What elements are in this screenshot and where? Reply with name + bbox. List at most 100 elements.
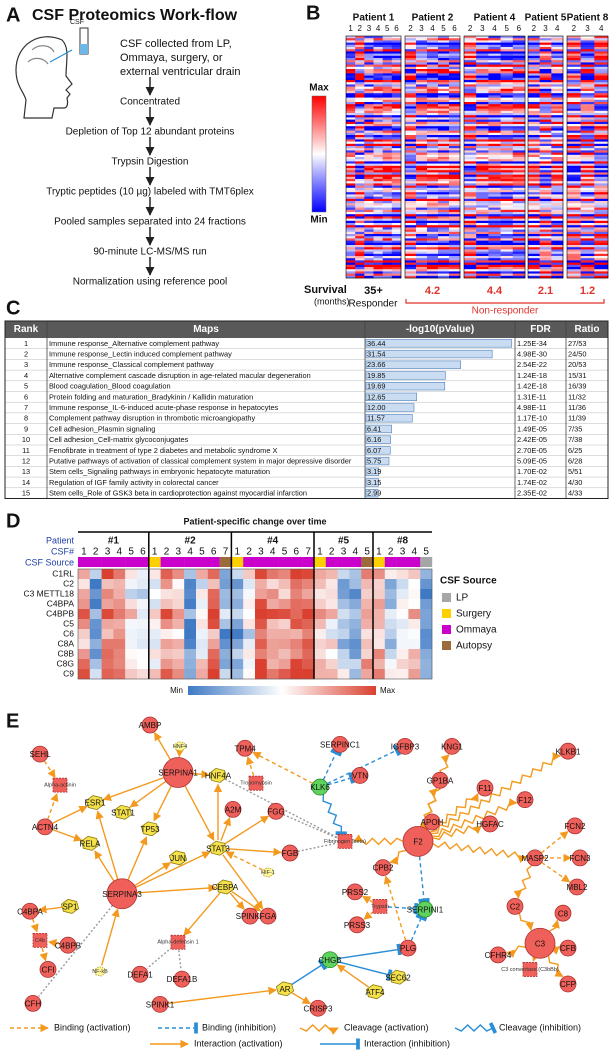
gene-label: C5 <box>63 618 74 628</box>
heatmap-cell <box>89 569 102 580</box>
heatmap-cell <box>405 152 417 156</box>
heatmap-cell <box>438 253 450 257</box>
heatmap-cell <box>373 110 383 114</box>
heatmap-cell <box>551 264 564 268</box>
heatmap-cell <box>355 238 365 241</box>
heatmap-cell <box>500 218 514 222</box>
sample-label: 4 <box>117 547 123 558</box>
heatmap-cell <box>488 126 501 129</box>
heatmap-cell <box>408 589 421 600</box>
heatmap-cell <box>594 40 609 43</box>
heatmap-cell <box>391 97 402 101</box>
heatmap-cell <box>594 137 609 140</box>
heatmap-cell <box>373 154 383 158</box>
heatmap-cell <box>580 273 595 277</box>
heatmap-cell <box>464 242 477 246</box>
heatmap-cell <box>325 599 338 610</box>
heatmap-cell <box>528 192 540 195</box>
heatmap-cell <box>528 275 540 279</box>
heatmap-cell <box>500 231 514 235</box>
heatmap-cell <box>373 669 385 680</box>
heatmap-cell <box>382 165 393 169</box>
heatmap-cell <box>364 159 374 162</box>
node-label: KLKB1 <box>556 747 581 756</box>
heatmap-cell <box>391 205 402 208</box>
heatmap-cell <box>580 174 595 178</box>
sample-label: 4 <box>353 547 359 558</box>
table-cell: Complement pathway disruption in thrombo… <box>49 414 256 423</box>
heatmap-cell <box>346 165 356 169</box>
heatmap-cell <box>528 49 540 52</box>
patient-label: Patient 2 <box>412 13 454 24</box>
heatmap-cell <box>594 249 609 252</box>
heatmap-cell <box>449 209 461 213</box>
heatmap-cell <box>427 152 439 156</box>
sample-label: 2 <box>468 24 473 33</box>
heatmap-cell <box>373 198 383 202</box>
heatmap-cell <box>476 69 489 72</box>
heatmap-cell <box>382 225 393 228</box>
heatmap-cell <box>567 196 581 200</box>
heatmap-cell <box>231 629 244 640</box>
heatmap-cell <box>438 113 450 116</box>
heatmap-cell <box>512 223 526 226</box>
heatmap-cell <box>528 264 540 268</box>
heatmap-cell <box>219 569 232 580</box>
heatmap-cell <box>551 102 564 105</box>
heatmap-cell <box>567 77 581 81</box>
heatmap-cell <box>391 203 402 206</box>
heatmap-cell <box>567 176 581 180</box>
heatmap-cell <box>476 42 489 46</box>
table-cell: 1.17E-10 <box>517 414 547 423</box>
heatmap-cell <box>427 154 439 158</box>
heatmap-cell <box>355 146 365 149</box>
heatmap-cell <box>355 168 365 171</box>
heatmap-cell <box>355 179 365 182</box>
heatmap-cell <box>438 275 450 279</box>
table-cell: 1.70E-02 <box>517 467 547 476</box>
heatmap-cell <box>266 619 279 630</box>
heatmap-cell <box>580 172 595 175</box>
heatmap-cell <box>438 207 450 211</box>
heatmap-cell <box>512 154 526 158</box>
heatmap-cell <box>488 176 501 180</box>
heatmap-cell <box>500 36 514 39</box>
heatmap-cell <box>464 236 477 239</box>
heatmap-cell <box>355 104 365 107</box>
heatmap-cell <box>364 256 374 259</box>
heatmap-cell <box>391 115 402 118</box>
heatmap-cell <box>391 161 402 164</box>
heatmap-cell <box>373 163 383 167</box>
network-edge <box>220 817 231 841</box>
heatmap-cell <box>438 49 450 52</box>
heatmap-cell <box>594 234 609 237</box>
heatmap-cell <box>488 124 501 127</box>
heatmap-cell <box>391 227 402 230</box>
heatmap-cell <box>512 242 526 246</box>
heatmap-cell <box>594 245 609 248</box>
heatmap-cell <box>464 201 477 204</box>
heatmap-cell <box>346 245 356 248</box>
heatmap-cell <box>512 267 526 270</box>
heatmap-cell <box>364 209 374 213</box>
heatmap-cell <box>355 71 365 74</box>
heatmap-cell <box>364 143 374 147</box>
heatmap-cell <box>476 36 489 39</box>
heatmap-cell <box>594 113 609 116</box>
protein-node <box>151 995 169 1013</box>
heatmap-cell <box>464 227 477 230</box>
heatmap-cell <box>405 262 417 266</box>
protease-node <box>321 951 339 969</box>
heatmap-cell <box>580 73 595 76</box>
sample-label: 7 <box>223 547 229 558</box>
node-label: F11 <box>478 784 492 793</box>
heatmap-cell <box>464 231 477 235</box>
source-cell <box>137 557 149 567</box>
heatmap-cell <box>391 225 402 228</box>
heatmap-cell <box>382 253 393 257</box>
heatmap-cell <box>449 104 461 107</box>
heatmap-cell <box>346 84 356 87</box>
heatmap-cell <box>528 58 540 61</box>
heatmap-cell <box>539 176 552 180</box>
heatmap-cell <box>449 49 461 52</box>
